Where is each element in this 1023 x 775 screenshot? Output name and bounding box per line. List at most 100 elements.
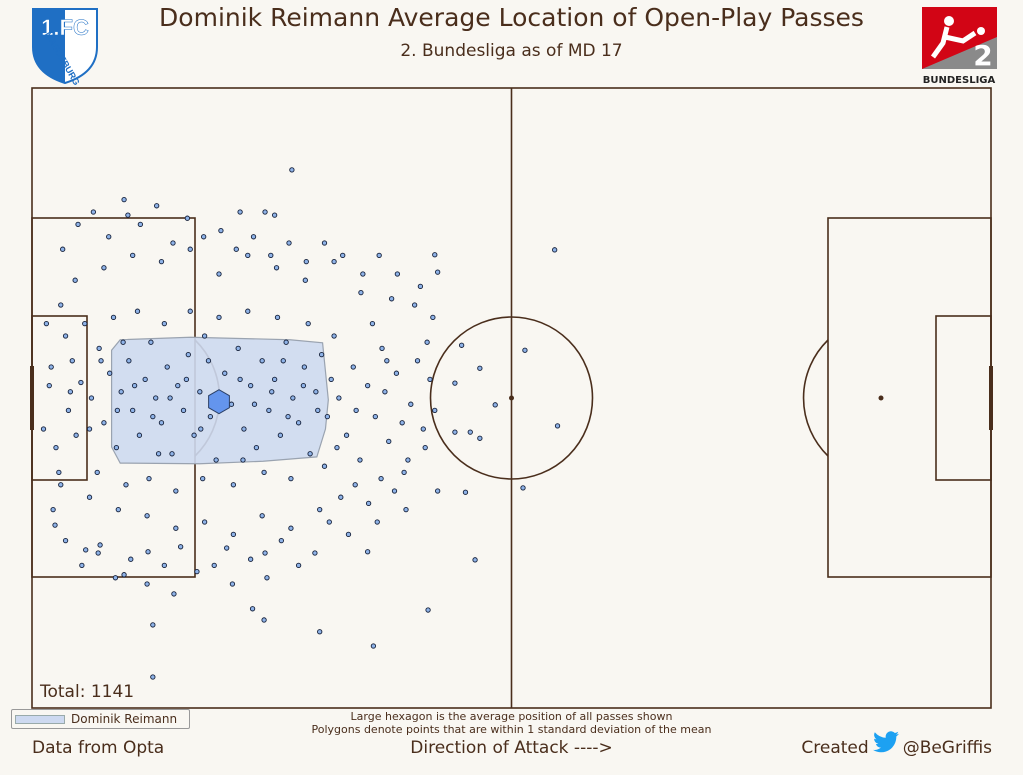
pass-point <box>121 572 127 578</box>
pass-point <box>185 351 191 358</box>
pass-point <box>173 525 179 531</box>
pass-point <box>73 432 79 438</box>
pass-point <box>184 215 191 221</box>
pass-point <box>144 513 150 519</box>
pass-point <box>432 407 438 414</box>
pass-point <box>101 265 107 271</box>
pass-point <box>40 426 47 432</box>
pass-point <box>46 382 52 389</box>
pass-point <box>237 209 243 215</box>
pass-point <box>86 494 93 500</box>
pass-point <box>56 469 62 476</box>
pass-point <box>379 345 385 352</box>
pass-point <box>273 265 280 271</box>
pass-point <box>393 370 400 376</box>
pass-point <box>280 358 286 364</box>
pass-point <box>318 351 325 358</box>
pass-point <box>144 581 150 587</box>
pass-point <box>420 426 426 432</box>
pass-point <box>312 550 318 556</box>
pass-point <box>218 227 224 234</box>
pass-point <box>224 545 230 551</box>
pass-point <box>170 240 176 246</box>
pass-point <box>301 364 308 370</box>
pass-point <box>150 674 156 680</box>
pass-point <box>82 320 88 327</box>
pass-point <box>452 429 458 435</box>
pass-point <box>65 407 72 414</box>
pass-point <box>53 444 59 451</box>
pass-point <box>271 212 278 218</box>
pass-point <box>492 402 498 408</box>
pass-point <box>274 314 281 321</box>
pass-point <box>69 358 75 364</box>
pass-point <box>365 500 372 507</box>
pass-point <box>288 525 294 531</box>
pass-point <box>295 420 302 426</box>
twitter-handle[interactable]: @BeGriffis <box>902 738 992 758</box>
pass-point <box>248 556 254 562</box>
pass-point <box>161 562 167 569</box>
pass-point <box>285 413 291 420</box>
left-six-yard-box <box>31 315 88 481</box>
pass-point <box>201 234 207 240</box>
pass-point <box>414 358 421 364</box>
pass-point <box>58 482 64 488</box>
pass-point <box>114 407 121 414</box>
pass-point <box>328 376 334 383</box>
pass-point <box>131 382 138 389</box>
pass-point <box>352 482 358 488</box>
pass-point <box>317 506 323 513</box>
pass-point <box>268 252 274 259</box>
pass-point <box>50 506 56 513</box>
note-hexagon: Large hexagon is the average position of… <box>350 710 673 723</box>
total-count: Total: 1141 <box>40 682 135 702</box>
pass-point <box>262 209 268 215</box>
right-penalty-arc <box>802 339 829 457</box>
pass-point <box>88 395 95 401</box>
pass-point <box>191 432 197 438</box>
pass-point <box>401 469 407 476</box>
pass-point <box>302 277 308 283</box>
right-six-yard-box <box>935 315 992 481</box>
pass-point <box>216 314 222 321</box>
pass-point <box>198 426 204 432</box>
pass-point <box>269 389 275 395</box>
pass-point <box>253 444 260 451</box>
pass-point <box>321 240 328 246</box>
pass-point <box>305 320 311 327</box>
pass-point <box>358 289 364 296</box>
pass-point <box>289 167 295 173</box>
pass-point <box>248 382 254 389</box>
pass-point <box>249 606 256 612</box>
pass-point <box>134 308 141 314</box>
pass-point <box>350 364 356 370</box>
pass-point <box>343 432 350 438</box>
pass-points <box>40 167 561 680</box>
pass-point <box>205 358 212 364</box>
pass-point <box>187 246 193 252</box>
pass-point <box>229 581 236 587</box>
club-logo: 1.FC MAGDEBURG <box>32 8 98 85</box>
pass-point <box>177 544 184 550</box>
pass-point <box>183 376 190 383</box>
pass-point <box>399 420 405 426</box>
pass-point <box>324 413 331 420</box>
pass-point <box>283 339 289 345</box>
legend: Dominik Reimann <box>11 709 190 729</box>
pass-point <box>228 401 235 407</box>
pass-point <box>120 339 126 345</box>
pass-point <box>115 506 121 513</box>
legend-swatch <box>15 714 65 724</box>
svg-text:2: 2 <box>973 39 992 72</box>
pass-point <box>128 556 134 562</box>
pass-point <box>62 333 69 339</box>
pass-point <box>382 389 388 395</box>
pass-point <box>153 395 159 401</box>
pass-point <box>372 413 378 420</box>
pass-point <box>336 395 342 401</box>
pass-point <box>251 401 258 407</box>
pass-point <box>353 407 359 414</box>
pass-point <box>125 212 131 218</box>
pass-point <box>95 550 101 556</box>
